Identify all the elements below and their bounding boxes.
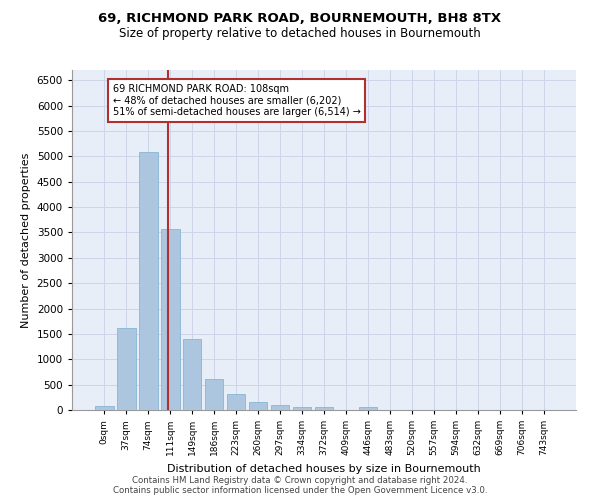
Bar bbox=[359, 406, 377, 410]
Text: Size of property relative to detached houses in Bournemouth: Size of property relative to detached ho… bbox=[119, 28, 481, 40]
Bar bbox=[139, 152, 158, 410]
Y-axis label: Number of detached properties: Number of detached properties bbox=[21, 152, 31, 328]
Bar bbox=[95, 406, 113, 410]
Bar bbox=[161, 228, 179, 410]
Bar bbox=[249, 402, 268, 410]
X-axis label: Distribution of detached houses by size in Bournemouth: Distribution of detached houses by size … bbox=[167, 464, 481, 473]
Bar bbox=[271, 406, 289, 410]
Bar bbox=[227, 394, 245, 410]
Bar bbox=[205, 378, 223, 410]
Text: 69, RICHMOND PARK ROAD, BOURNEMOUTH, BH8 8TX: 69, RICHMOND PARK ROAD, BOURNEMOUTH, BH8… bbox=[98, 12, 502, 26]
Bar bbox=[183, 339, 202, 410]
Bar bbox=[314, 406, 334, 410]
Bar bbox=[117, 328, 136, 410]
Bar bbox=[293, 407, 311, 410]
Text: Contains HM Land Registry data © Crown copyright and database right 2024.: Contains HM Land Registry data © Crown c… bbox=[132, 476, 468, 485]
Text: Contains public sector information licensed under the Open Government Licence v3: Contains public sector information licen… bbox=[113, 486, 487, 495]
Text: 69 RICHMOND PARK ROAD: 108sqm
← 48% of detached houses are smaller (6,202)
51% o: 69 RICHMOND PARK ROAD: 108sqm ← 48% of d… bbox=[113, 84, 361, 117]
